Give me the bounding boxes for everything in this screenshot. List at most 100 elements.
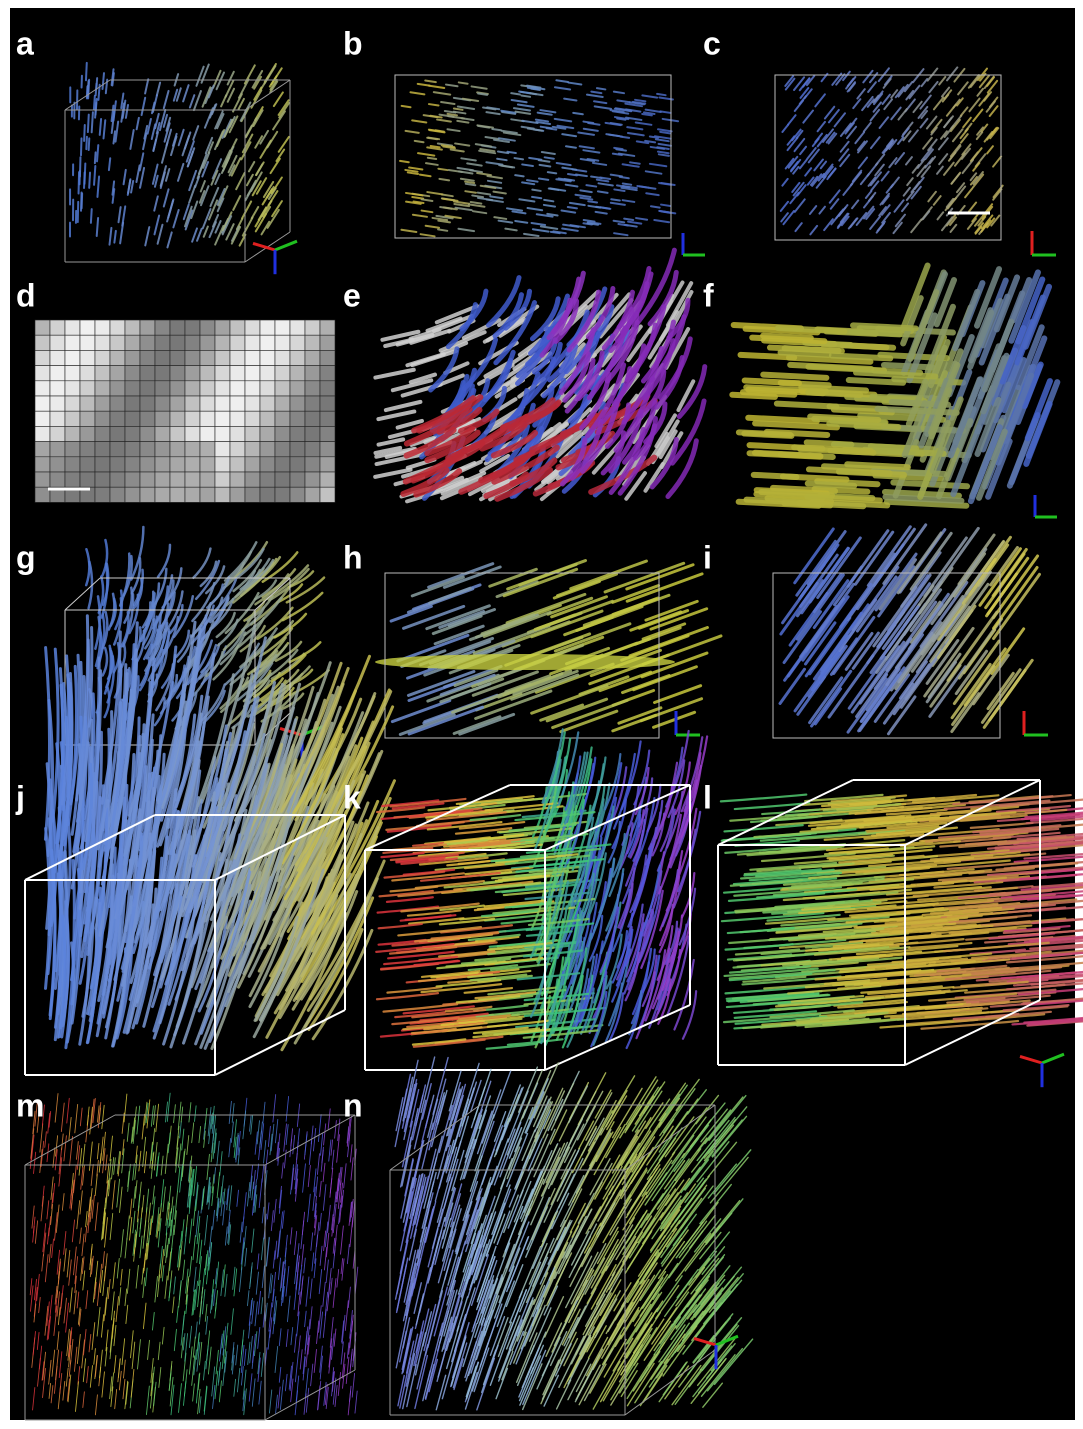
grid-cell xyxy=(155,320,170,335)
grid-cell xyxy=(200,320,215,335)
grid-cell xyxy=(80,426,95,441)
fiber xyxy=(95,152,96,163)
grid-cell xyxy=(170,442,185,457)
fiber xyxy=(89,138,90,150)
grid-cell xyxy=(65,320,80,335)
grid-cell xyxy=(290,411,305,426)
grid-cell xyxy=(230,350,245,365)
fiber xyxy=(600,207,609,208)
grid-cell xyxy=(155,457,170,472)
grid-cell xyxy=(95,426,110,441)
fiber xyxy=(431,146,440,147)
fiber xyxy=(624,219,633,220)
fiber xyxy=(763,375,826,378)
grid-cell xyxy=(290,442,305,457)
grid-cell xyxy=(290,350,305,365)
fiber xyxy=(84,125,85,141)
grid-cell xyxy=(305,381,320,396)
grid-cell xyxy=(170,457,185,472)
grid-cell xyxy=(305,366,320,381)
grid-cell xyxy=(215,396,230,411)
grid-cell xyxy=(65,457,80,472)
fiber xyxy=(744,434,791,436)
grid-cell xyxy=(200,426,215,441)
fiber xyxy=(611,199,620,200)
grid-cell xyxy=(305,411,320,426)
grid-cell xyxy=(185,442,200,457)
grid-cell xyxy=(110,350,125,365)
grid-cell xyxy=(320,411,335,426)
fiber xyxy=(100,119,101,135)
grid-cell xyxy=(245,411,260,426)
fiber xyxy=(88,115,89,132)
grid-cell xyxy=(65,472,80,487)
fiber xyxy=(745,380,799,383)
grid-cell xyxy=(95,411,110,426)
fiber xyxy=(428,158,436,159)
fiber xyxy=(545,157,554,158)
grid-cell xyxy=(185,335,200,350)
grid-cell xyxy=(260,442,275,457)
grid-cell xyxy=(110,335,125,350)
fiber xyxy=(454,109,463,110)
fiber xyxy=(856,373,935,377)
grid-cell xyxy=(320,457,335,472)
grid-cell xyxy=(170,366,185,381)
grid-cell xyxy=(65,335,80,350)
grid-cell xyxy=(65,396,80,411)
grid-cell xyxy=(185,381,200,396)
fiber xyxy=(492,129,501,130)
fiber xyxy=(839,472,904,475)
grid-cell xyxy=(230,457,245,472)
grid-cell xyxy=(65,381,80,396)
fiber xyxy=(97,218,98,236)
grid-cell xyxy=(140,442,155,457)
grid-cell xyxy=(35,350,50,365)
grid-cell xyxy=(230,381,245,396)
grid-cell xyxy=(215,366,230,381)
grid-cell xyxy=(215,411,230,426)
grid-cell xyxy=(185,366,200,381)
fiber xyxy=(784,503,830,505)
page: {"panels": [ {"label": "a"}, {"label": "… xyxy=(0,0,1083,1429)
grid-cell xyxy=(200,396,215,411)
grid-cell xyxy=(155,472,170,487)
grid-cell xyxy=(275,396,290,411)
grid-cell xyxy=(275,442,290,457)
grid-cell xyxy=(155,487,170,502)
fiber xyxy=(497,159,506,160)
grid-cell xyxy=(260,366,275,381)
grid-cell xyxy=(140,381,155,396)
fiber xyxy=(614,148,622,149)
grid-cell xyxy=(125,350,140,365)
grid-cell xyxy=(95,320,110,335)
grid-cell xyxy=(305,457,320,472)
fiber xyxy=(549,189,559,190)
grid-cell xyxy=(245,426,260,441)
grid-cell xyxy=(35,381,50,396)
grid-cell xyxy=(50,411,65,426)
fiber xyxy=(829,424,898,427)
grid-cell xyxy=(320,335,335,350)
fiber xyxy=(438,229,447,230)
grid-cell xyxy=(80,442,95,457)
grid-cell xyxy=(275,381,290,396)
grid-cell xyxy=(200,335,215,350)
grid-cell xyxy=(110,381,125,396)
fiber xyxy=(400,161,409,162)
grid-cell xyxy=(80,350,95,365)
grid-cell xyxy=(260,487,275,502)
grid-cell xyxy=(125,411,140,426)
grid-cell xyxy=(155,442,170,457)
grid-cell xyxy=(275,411,290,426)
grid-cell xyxy=(275,472,290,487)
fiber xyxy=(808,367,884,371)
fiber xyxy=(661,205,670,206)
fiber xyxy=(732,395,775,397)
grid-cell xyxy=(80,320,95,335)
grid-cell xyxy=(125,396,140,411)
fiber xyxy=(657,94,665,95)
grid-cell xyxy=(35,472,50,487)
grid-cell xyxy=(245,442,260,457)
grid-cell xyxy=(35,396,50,411)
